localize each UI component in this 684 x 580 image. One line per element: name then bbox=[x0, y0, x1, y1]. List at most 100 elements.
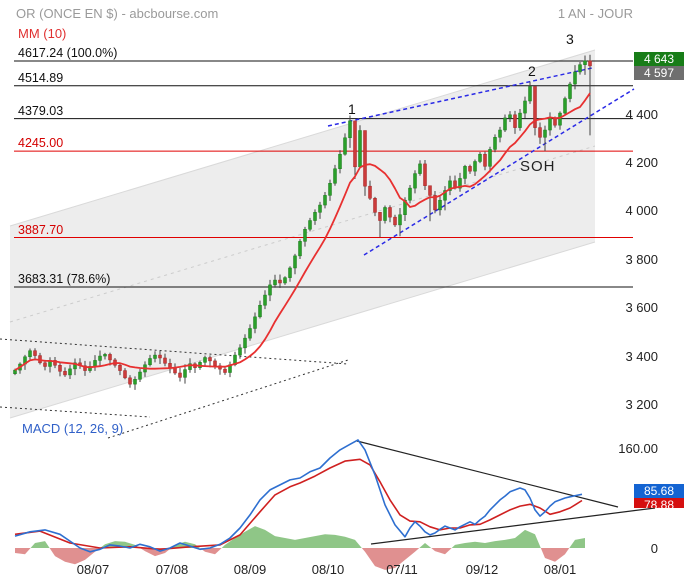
candle-body bbox=[278, 279, 282, 284]
macd-signal-line bbox=[14, 458, 583, 551]
candle-body bbox=[68, 368, 72, 376]
candle-body bbox=[428, 185, 432, 196]
last-price-badge: 4 597 bbox=[634, 66, 684, 80]
date-axis-tick: 08/01 bbox=[543, 562, 577, 577]
candle-body bbox=[148, 358, 152, 366]
candle-body bbox=[573, 71, 577, 85]
candle-body bbox=[568, 83, 572, 99]
candle-body bbox=[208, 357, 212, 362]
macd-histogram-area bbox=[361, 548, 420, 570]
candle-body bbox=[378, 212, 382, 221]
candle-body bbox=[53, 360, 57, 366]
candle-body bbox=[528, 86, 532, 102]
price-axis-tick: 3 600 bbox=[625, 300, 658, 315]
trend-line-dotted bbox=[107, 359, 349, 439]
candle-body bbox=[253, 316, 257, 329]
price-axis-tick: 3 800 bbox=[625, 252, 658, 267]
level-label: 4245.00 bbox=[18, 136, 64, 150]
macd-histogram-area bbox=[49, 548, 100, 565]
macd-histogram-area bbox=[540, 548, 570, 562]
channel-lower-edge bbox=[9, 241, 596, 419]
candle-body bbox=[558, 112, 562, 126]
candle-body bbox=[298, 241, 302, 257]
macd-histogram-area bbox=[221, 526, 362, 548]
candle-body bbox=[393, 216, 397, 226]
candle-body bbox=[333, 168, 337, 184]
candle-body bbox=[433, 195, 437, 211]
candle-body bbox=[98, 355, 102, 361]
annotation-point-1: 1 bbox=[348, 101, 356, 117]
candle-body bbox=[348, 120, 352, 139]
candle-body bbox=[553, 117, 557, 126]
date-axis-tick: 09/12 bbox=[465, 562, 499, 577]
candle-body bbox=[503, 117, 507, 131]
candle-body bbox=[418, 163, 422, 174]
macd-axis-tick: 160.00 bbox=[618, 441, 658, 456]
candle-body bbox=[203, 357, 207, 363]
candle-body bbox=[213, 360, 217, 366]
candle-body bbox=[308, 220, 312, 230]
macd-line bbox=[14, 439, 583, 553]
regression-channel-band bbox=[10, 50, 595, 418]
candle-body bbox=[268, 284, 272, 296]
annotation-point-3: 3 bbox=[566, 31, 574, 47]
candle-body bbox=[358, 130, 362, 168]
candle-body bbox=[423, 163, 427, 186]
candle-body bbox=[223, 368, 227, 373]
candle-body bbox=[243, 337, 247, 349]
price-axis-tick: 4 400 bbox=[625, 107, 658, 122]
candle-body bbox=[183, 369, 187, 378]
macd-histogram-area bbox=[200, 548, 222, 555]
candle-body bbox=[383, 207, 387, 221]
macd-histogram-area bbox=[15, 548, 31, 555]
trend-line-dotted bbox=[0, 338, 349, 365]
candle-body bbox=[483, 153, 487, 167]
candle-body bbox=[93, 360, 97, 367]
channel-upper-edge bbox=[9, 49, 596, 227]
candle-body bbox=[443, 190, 447, 201]
candle-body bbox=[283, 277, 287, 284]
candle-body bbox=[533, 86, 537, 128]
candle-body bbox=[133, 379, 137, 385]
candle-body bbox=[43, 362, 47, 367]
candle-body bbox=[238, 347, 242, 356]
level-label: 3683.31 (78.6%) bbox=[18, 272, 111, 286]
candle-body bbox=[488, 149, 492, 167]
candle-body bbox=[28, 350, 32, 358]
price-axis-tick: 3 200 bbox=[625, 397, 658, 412]
macd-signal-badge: 78.88 bbox=[634, 498, 684, 508]
trend-line-wedge bbox=[370, 507, 656, 545]
macd-histogram-area bbox=[431, 548, 452, 555]
moving-average-label[interactable]: MM (10) bbox=[18, 26, 67, 41]
chart-title: OR (ONCE EN $) - abcbourse.com bbox=[16, 6, 219, 21]
candle-body bbox=[103, 354, 107, 357]
candle-body bbox=[273, 279, 277, 286]
candle-body bbox=[163, 357, 167, 364]
macd-indicator-label[interactable]: MACD (12, 26, 9) bbox=[22, 421, 124, 436]
candle-body bbox=[323, 195, 327, 206]
candle-body bbox=[13, 369, 17, 374]
trend-line-blue bbox=[327, 67, 593, 127]
candle-body bbox=[188, 363, 192, 370]
date-axis-tick: 08/07 bbox=[76, 562, 110, 577]
level-label: 4617.24 (100.0%) bbox=[18, 46, 118, 60]
candle-body bbox=[368, 185, 372, 199]
candle-body bbox=[493, 137, 497, 150]
price-axis-tick: 4 200 bbox=[625, 155, 658, 170]
candle-body bbox=[173, 367, 177, 374]
candle-body bbox=[448, 180, 452, 191]
candle-body bbox=[398, 214, 402, 226]
candle-body bbox=[178, 372, 182, 378]
candle-body bbox=[338, 153, 342, 169]
date-axis-tick: 08/09 bbox=[233, 562, 267, 577]
candle-body bbox=[83, 365, 87, 371]
date-axis-tick: 07/11 bbox=[386, 562, 418, 577]
candle-body bbox=[583, 60, 587, 65]
trend-line-wedge bbox=[356, 440, 619, 508]
level-label: 4514.89 bbox=[18, 71, 64, 85]
level-label: 3887.70 bbox=[18, 223, 64, 237]
date-axis-tick: 07/08 bbox=[155, 562, 189, 577]
trend-line-dotted bbox=[0, 406, 151, 418]
